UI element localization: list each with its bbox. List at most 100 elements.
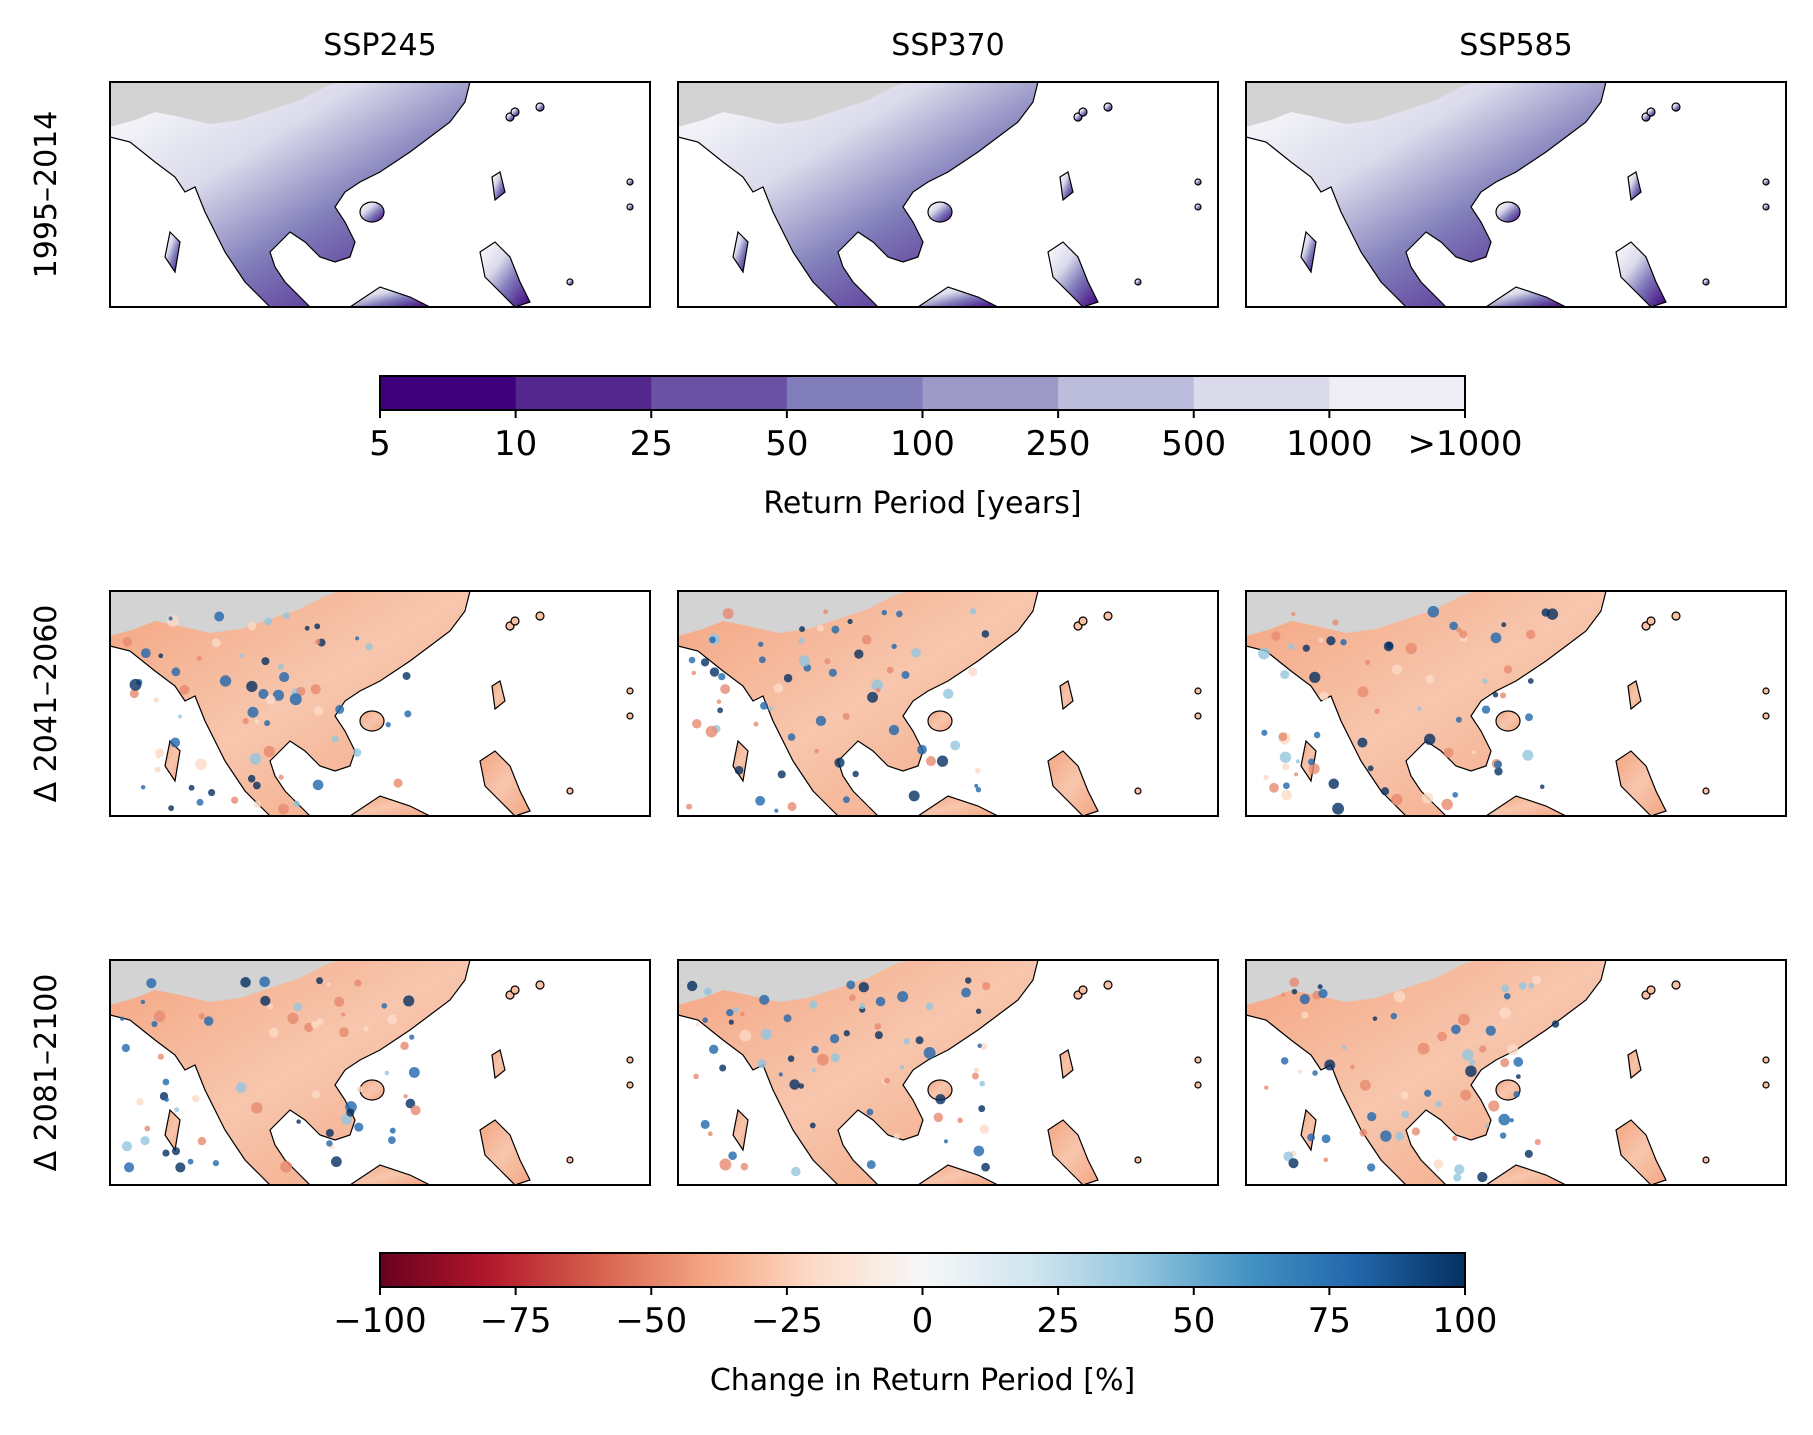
change-patch — [1422, 792, 1434, 804]
no-data-region — [110, 82, 340, 127]
change-patch — [903, 1038, 910, 1045]
change-patch — [268, 1027, 279, 1038]
change-patch — [154, 766, 161, 773]
map-frame — [1245, 590, 1787, 817]
change-patch — [153, 1010, 166, 1022]
change-patch — [1380, 787, 1390, 796]
no-data-region — [1246, 960, 1476, 1005]
change-patch — [875, 687, 881, 693]
change-patch — [251, 1102, 263, 1114]
change-patch — [1482, 678, 1488, 684]
change-patch — [1400, 1091, 1409, 1100]
change-patch — [1312, 1070, 1318, 1076]
change-patch — [1264, 1085, 1269, 1090]
change-patch — [1411, 1127, 1420, 1136]
change-patch — [1321, 1134, 1331, 1144]
change-patch — [831, 625, 840, 634]
change-patch — [859, 1003, 866, 1010]
change-patch — [352, 748, 362, 757]
change-patch — [1449, 621, 1458, 631]
change-patch — [197, 1136, 207, 1146]
change-patch — [809, 1000, 818, 1009]
change-patch — [1281, 992, 1286, 998]
change-patch — [816, 1053, 829, 1066]
change-patch — [979, 1124, 990, 1135]
change-patch — [1522, 749, 1534, 761]
change-patch — [1461, 1049, 1474, 1061]
change-patch — [783, 1014, 792, 1023]
change-patch — [1280, 1057, 1289, 1065]
change-patch — [1263, 774, 1269, 781]
change-patch — [1498, 1113, 1511, 1126]
change-patch — [312, 1090, 321, 1099]
change-patch — [242, 717, 249, 725]
change-patch — [874, 1023, 882, 1030]
change-patch — [272, 689, 285, 701]
colorbar-tick-label: 25 — [630, 424, 673, 464]
change-patch — [129, 688, 139, 699]
change-patch — [278, 663, 284, 670]
change-patch — [1546, 608, 1559, 620]
change-patch — [1365, 659, 1371, 665]
change-patch — [968, 667, 978, 677]
map-frame — [109, 959, 651, 1186]
no-data-region — [678, 82, 908, 127]
change-patch — [758, 641, 764, 647]
change-patch — [726, 1008, 734, 1017]
change-patch — [1435, 1100, 1443, 1108]
change-patch — [168, 805, 175, 812]
change-patch — [1367, 1111, 1377, 1122]
change-patch — [1279, 751, 1292, 764]
change-patch — [121, 1141, 133, 1152]
change-patch — [720, 684, 731, 695]
change-patch — [263, 745, 275, 758]
change-patch — [1515, 1074, 1521, 1079]
change-patch — [687, 980, 698, 992]
change-patch — [1443, 747, 1454, 758]
change-patch — [1280, 670, 1290, 680]
map-panel — [677, 959, 1219, 1186]
change-patch — [874, 1031, 883, 1040]
colorbar-segment — [1193, 376, 1330, 410]
change-patch — [264, 617, 273, 626]
change-patch — [331, 1156, 342, 1168]
change-patch — [259, 976, 270, 988]
change-patch — [171, 667, 181, 677]
change-patch — [1309, 671, 1321, 683]
change-patch — [195, 758, 207, 771]
change-patch — [847, 618, 853, 625]
change-patch — [923, 1046, 936, 1059]
change-patch — [354, 979, 362, 987]
colorbar-tick-label: 25 — [1036, 1301, 1079, 1341]
change-patch — [187, 1158, 194, 1165]
change-patch — [1519, 982, 1527, 990]
colorbar-tick-label: 100 — [1433, 1301, 1498, 1341]
change-patch — [246, 680, 258, 693]
change-patch — [1513, 1057, 1524, 1067]
change-patch — [198, 1012, 205, 1020]
change-patch — [1317, 984, 1323, 990]
change-patch — [1539, 784, 1545, 790]
change-patch — [1340, 639, 1347, 646]
map-panel — [109, 959, 651, 1186]
change-patch — [346, 1108, 355, 1117]
change-patch — [120, 1016, 125, 1021]
change-patch — [734, 765, 744, 775]
change-patch — [791, 1166, 801, 1177]
change-patch — [164, 1097, 169, 1102]
change-patch — [849, 994, 856, 1002]
change-patch — [957, 1117, 963, 1124]
change-patch — [823, 609, 828, 615]
change-patch — [811, 1045, 819, 1054]
change-patch — [1288, 1158, 1299, 1169]
change-patch — [1308, 763, 1320, 775]
change-patch — [709, 636, 716, 644]
change-patch — [1481, 705, 1491, 714]
change-patch — [296, 1119, 301, 1124]
change-patch — [393, 778, 403, 788]
change-patch — [168, 616, 173, 621]
change-patch — [979, 1080, 986, 1087]
change-patch — [1313, 731, 1321, 739]
change-patch — [1383, 641, 1394, 652]
column-title: SSP370 — [891, 28, 1004, 63]
